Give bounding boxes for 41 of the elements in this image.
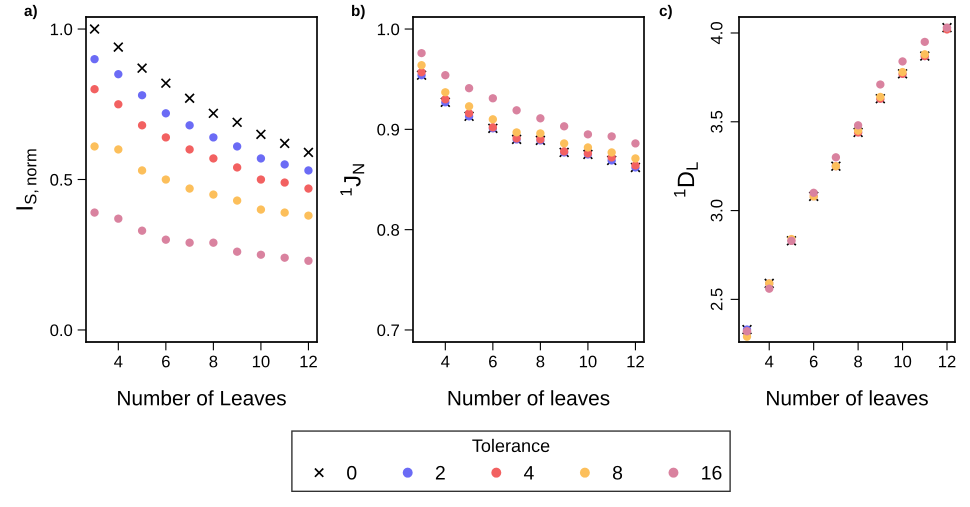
x-axis-title: Number of Leaves [118, 390, 286, 406]
y-tick-label: 0.9 [377, 124, 400, 136]
y-tick-label: 0.5 [50, 174, 72, 186]
x-tick-label: 12 [939, 356, 956, 368]
x-tick-label: 12 [300, 356, 317, 368]
y-tick-label: 3.0 [710, 200, 723, 222]
x-tick-label: 6 [489, 356, 497, 368]
x-tick-label: 12 [627, 356, 644, 368]
y-tick-label: 0.0 [50, 324, 72, 336]
x-tick-label: 4 [441, 356, 450, 368]
legend-title: Tolerance [472, 438, 550, 452]
y-tick-label: 3.5 [710, 110, 723, 133]
chart-title: b) [352, 4, 365, 20]
x-tick-label: 4 [114, 356, 122, 368]
y-axis-title: I$_{S,norm}$ [16, 149, 38, 210]
x-tick-label: 8 [209, 356, 218, 368]
x-tick-label: 8 [536, 356, 544, 368]
chart-title: c) [660, 4, 672, 20]
y-tick-label: 0.7 [377, 324, 399, 336]
legend-label: 16 [702, 466, 722, 480]
y-tick-label: 1.0 [378, 23, 400, 36]
x-tick-label: 10 [894, 356, 912, 368]
legend-label: 8 [612, 466, 622, 480]
x-tick-label: 10 [580, 356, 597, 368]
y-axis-title: $^{1}$J$_{N}$ [340, 164, 364, 196]
x-tick-label: 6 [810, 356, 818, 368]
y-tick-label: 2.5 [710, 288, 723, 310]
x-tick-label: 8 [854, 356, 862, 368]
x-axis-title: Number of leaves [448, 390, 610, 406]
y-tick-label: 1.0 [50, 23, 72, 36]
x-axis-title: Number of leaves [767, 390, 928, 406]
x-tick-label: 10 [252, 356, 270, 368]
y-tick-label: 0.8 [377, 224, 400, 236]
legend-label: 4 [524, 466, 534, 480]
legend-label: 2 [436, 466, 445, 480]
chart-title: a) [24, 4, 37, 20]
x-tick-label: 4 [764, 356, 774, 368]
y-axis-title: $^{1}$D$_{L}$ [674, 162, 698, 197]
y-tick-label: 4.0 [710, 22, 723, 44]
legend-label: 0 [347, 466, 356, 480]
x-tick-label: 6 [162, 356, 170, 368]
